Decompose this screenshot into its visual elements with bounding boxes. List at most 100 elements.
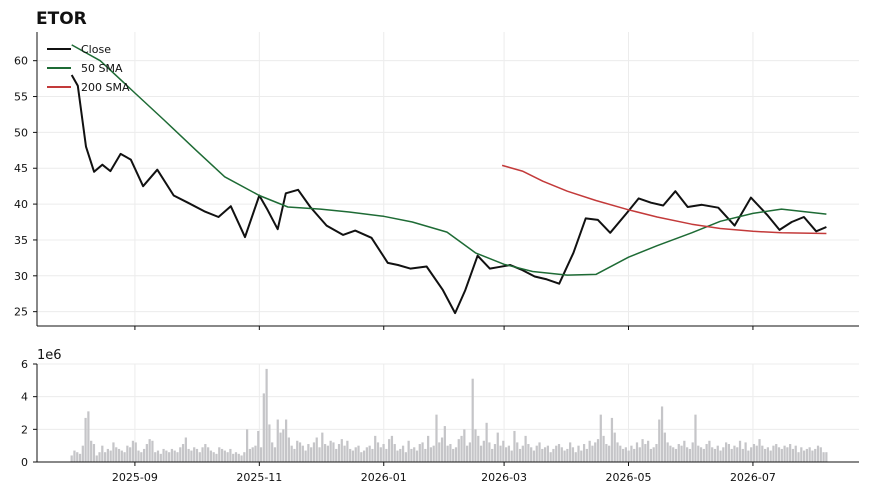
volume-bar <box>126 445 129 462</box>
volume-bar <box>429 447 433 462</box>
volume-bar <box>730 448 733 462</box>
volume-bar <box>415 450 419 462</box>
volume-bar <box>259 447 263 462</box>
volume-bar <box>527 444 530 462</box>
volume-bar <box>580 450 583 462</box>
volume-bar <box>719 450 722 462</box>
volume-bar <box>627 450 630 462</box>
price-y-tick-label: 45 <box>14 162 28 175</box>
volume-bar <box>582 444 586 462</box>
volume-bar <box>304 450 307 462</box>
volume-bar <box>772 445 775 462</box>
volume-bar <box>677 444 680 462</box>
volume-bar <box>591 445 594 462</box>
volume-bar <box>390 435 394 462</box>
volume-bar <box>789 444 792 462</box>
volume-bar <box>783 445 786 462</box>
volume-bar <box>170 448 174 462</box>
volume-bar <box>407 440 410 462</box>
volume-bar <box>343 445 346 462</box>
volume-bar <box>758 439 761 462</box>
volume-bar <box>307 444 310 462</box>
volume-bar <box>293 448 296 462</box>
volume-bar <box>724 442 728 462</box>
volume-bar <box>335 448 338 462</box>
volume-bar <box>504 447 508 462</box>
volume-bar <box>538 442 541 462</box>
volume-bar <box>814 448 817 462</box>
volume-bar <box>148 439 151 462</box>
volume-bar <box>613 432 616 462</box>
volume-bar <box>184 437 187 462</box>
volume-bar <box>800 447 803 462</box>
x-tick-label: 2026-07 <box>730 471 776 484</box>
volume-bar <box>98 452 101 462</box>
volume-bar <box>195 448 199 462</box>
volume-bar <box>705 444 708 462</box>
volume-bar <box>686 447 689 462</box>
volume-bar <box>741 448 744 462</box>
volume-bar <box>780 448 783 462</box>
volume-bar <box>777 447 781 462</box>
volume-bar <box>109 450 112 462</box>
volume-bar <box>616 442 619 462</box>
volume-bar <box>543 447 547 462</box>
volume-bar <box>825 452 828 462</box>
volume-bar <box>432 445 435 462</box>
volume-bar <box>382 444 385 462</box>
volume-bar <box>585 448 588 462</box>
volume-bar <box>769 450 772 462</box>
volume-bar <box>552 448 555 462</box>
volume-bar <box>713 448 717 462</box>
volume-bar <box>563 450 566 462</box>
volume-bar <box>435 414 438 462</box>
volume-bar <box>296 440 299 462</box>
volume-bar <box>248 448 252 462</box>
volume-bar <box>566 448 569 462</box>
volume-bar <box>282 429 285 462</box>
x-tick-label: 2026-05 <box>606 471 652 484</box>
volume-bar <box>438 442 441 462</box>
volume-bar <box>752 444 756 462</box>
volume-bar <box>351 450 355 462</box>
volume-y-tick-label: 2 <box>21 423 28 436</box>
volume-bar <box>588 440 591 462</box>
volume-bar <box>524 435 527 462</box>
volume-bar <box>385 448 388 462</box>
legend-label: Close <box>81 43 111 56</box>
volume-bar <box>697 445 700 462</box>
volume-bar <box>716 445 719 462</box>
volume-bar <box>802 450 806 462</box>
volume-bar <box>162 448 165 462</box>
volume-bar <box>176 452 179 462</box>
volume-bar <box>457 439 460 462</box>
volume-bar <box>454 447 458 462</box>
volume-bar <box>279 432 282 462</box>
volume-bar <box>555 445 558 462</box>
volume-bar <box>388 439 391 462</box>
volume-bar <box>117 448 121 462</box>
volume-bar <box>516 442 519 462</box>
volume-bar <box>332 442 335 462</box>
volume-bar <box>688 448 692 462</box>
volume-bar <box>112 442 115 462</box>
chart-title: ETOR <box>36 9 87 29</box>
volume-bar <box>212 452 215 462</box>
volume-bar <box>446 445 449 462</box>
volume-bar <box>312 442 316 462</box>
volume-bar <box>424 448 427 462</box>
volume-bar <box>683 440 686 462</box>
volume-bar <box>496 432 499 462</box>
volume-bar <box>243 452 246 462</box>
volume-y-tick-label: 4 <box>21 391 28 404</box>
series-line-close <box>70 74 827 315</box>
volume-bar <box>521 445 524 462</box>
series-line-50-sma <box>71 44 827 276</box>
volume-bar <box>535 445 538 462</box>
volume-bar <box>711 447 714 462</box>
volume-bar <box>187 448 190 462</box>
volume-bar <box>276 419 279 462</box>
volume-bar <box>571 447 575 462</box>
volume-bar <box>413 447 416 462</box>
volume-bar <box>368 445 371 462</box>
